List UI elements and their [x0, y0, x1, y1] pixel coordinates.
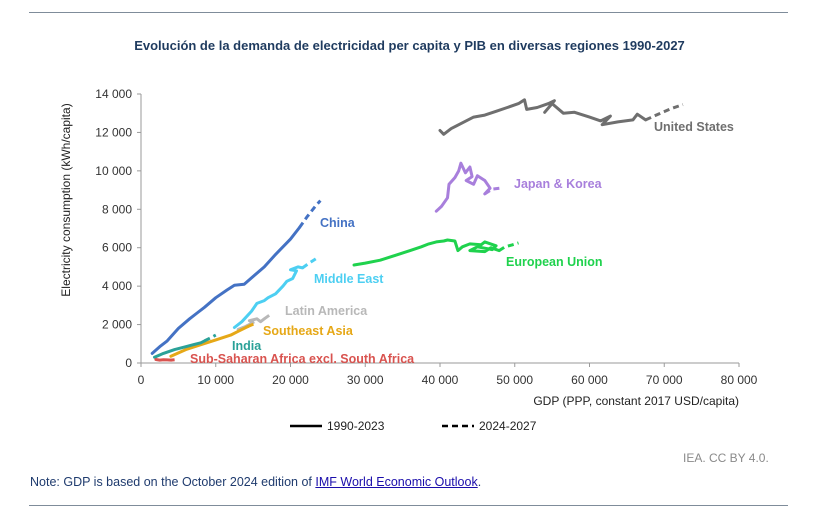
series-japan-korea-projection — [483, 186, 500, 196]
legend-solid-label: 1990-2023 — [327, 419, 385, 433]
series-united-states-projection — [644, 103, 684, 122]
x-tick-label: 80 000 — [721, 373, 758, 387]
x-tick-label: 0 — [138, 373, 145, 387]
footnote-prefix: Note: GDP is based on the October 2024 e… — [30, 475, 316, 489]
series-label-india: India — [232, 339, 262, 353]
series-india-projection — [203, 333, 217, 343]
top-rule — [29, 12, 788, 13]
legend-dashed-label: 2024-2027 — [479, 419, 537, 433]
series-latin-america-projection — [263, 313, 271, 321]
series-label-united-states: United States — [654, 120, 734, 134]
y-tick-label: 8 000 — [102, 202, 132, 216]
series-european-union-historical — [352, 238, 501, 267]
series-middle-east-projection — [301, 257, 318, 270]
y-tick-label: 4 000 — [102, 279, 132, 293]
x-tick-label: 60 000 — [571, 373, 608, 387]
series-middle-east-historical — [232, 265, 304, 329]
y-tick-label: 10 000 — [95, 164, 132, 178]
x-tick-label: 20 000 — [272, 373, 309, 387]
series-japan-korea-historical — [434, 161, 492, 213]
series-label-southeast-asia: Southeast Asia — [263, 324, 354, 338]
series-southeast-asia-historical — [169, 325, 250, 358]
credit-text: IEA. CC BY 4.0. — [683, 451, 769, 465]
series-label-sub-saharan-africa-excl-south-africa: Sub-Saharan Africa excl. South Africa — [190, 352, 415, 366]
series-sub-saharan-africa-excl-south-africa-historical — [154, 358, 173, 362]
x-tick-label: 10 000 — [197, 373, 234, 387]
footnote-suffix: . — [477, 475, 482, 489]
y-axis-title: Electricity consumption (kWh/capita) — [59, 103, 73, 296]
x-tick-label: 70 000 — [646, 373, 683, 387]
imf-weo-link[interactable]: IMF World Economic Outlook — [315, 475, 478, 489]
y-tick-label: 0 — [125, 356, 132, 370]
series-label-china: China — [320, 216, 356, 230]
y-tick-label: 6 000 — [102, 241, 132, 255]
series-united-states-historical — [438, 98, 648, 136]
series-label-european-union: European Union — [506, 255, 603, 269]
x-tick-label: 50 000 — [496, 373, 533, 387]
series-india-historical — [153, 339, 206, 359]
series-label-japan-korea: Japan & Korea — [514, 177, 603, 191]
x-tick-label: 30 000 — [347, 373, 384, 387]
x-tick-label: 40 000 — [422, 373, 459, 387]
series-china-historical — [150, 226, 301, 355]
x-axis-title: GDP (PPP, constant 2017 USD/capita) — [533, 394, 739, 408]
series-label-latin-america: Latin America — [285, 304, 368, 318]
series-european-union-projection — [498, 241, 519, 252]
y-tick-label: 2 000 — [102, 318, 132, 332]
series-china-projection — [298, 199, 322, 229]
y-tick-label: 14 000 — [95, 87, 132, 101]
chart-title: Evolución de la demanda de electricidad … — [134, 38, 685, 53]
y-tick-label: 12 000 — [95, 125, 132, 139]
bottom-rule — [29, 505, 788, 506]
footnote: Note: GDP is based on the October 2024 e… — [30, 475, 481, 489]
series-label-middle-east: Middle East — [314, 272, 384, 286]
series-southeast-asia-projection — [247, 321, 258, 328]
